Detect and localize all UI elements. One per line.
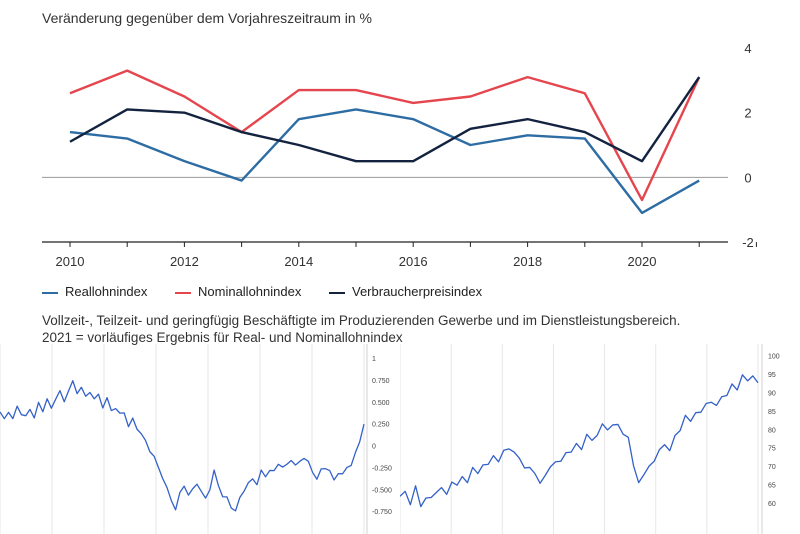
y-tick-label: -0.250 <box>372 465 392 472</box>
legend-item-reallohnindex: Reallohnindex <box>42 284 147 299</box>
chart-subtitle: Veränderung gegenüber dem Vorjahreszeitr… <box>42 10 372 26</box>
y-tick-label: 75 <box>768 446 776 453</box>
y-tick-label: 0 <box>372 444 376 451</box>
footnote-1: Vollzeit-, Teilzeit- und geringfügig Bes… <box>42 313 681 328</box>
legend-label: Reallohnindex <box>65 284 148 299</box>
legend-label: Nominallohnindex <box>198 284 302 299</box>
x-tick-label: 2010 <box>56 254 85 269</box>
y-tick-label: 0.500 <box>372 400 390 407</box>
y-tick-label: 95 <box>768 372 776 379</box>
y-tick-label: 0 <box>744 170 751 185</box>
y-tick-label: 65 <box>768 483 776 490</box>
y-tick-label: 4 <box>744 41 751 56</box>
y-tick-label: 60 <box>768 501 776 508</box>
footnote-2: 2021 = vorläufiges Ergebnis für Real- un… <box>42 330 403 345</box>
price-line <box>400 374 759 508</box>
y-tick-label: 85 <box>768 409 776 416</box>
y-tick-label: 90 <box>768 391 776 398</box>
y-tick-label: 80 <box>768 427 776 434</box>
y-tick-label: 2 <box>744 106 751 121</box>
legend-item-verbraucherpreisindex: Verbraucherpreisindex <box>329 284 482 299</box>
x-tick-label: 2020 <box>628 254 657 269</box>
y-tick-label: -2 <box>742 235 754 250</box>
legend-swatch <box>42 291 58 294</box>
main-line-chart: 2010 2012 2014 2016 2018 2020 4 2 0 -2 <box>42 41 757 269</box>
y-tick-label: 100 <box>768 354 780 361</box>
y-tick-label: -0.500 <box>372 487 392 494</box>
y-tick-label: 0.750 <box>372 378 390 385</box>
price-line <box>0 380 365 512</box>
legend-item-nominallohnindex: Nominallohnindex <box>175 284 301 299</box>
y-tick-label: 70 <box>768 464 776 471</box>
y-tick-label: 0.250 <box>372 422 390 429</box>
series-line-verbraucherpreisindex <box>69 76 701 163</box>
y-tick-label: -0.750 <box>372 509 392 516</box>
legend-swatch <box>175 291 191 294</box>
mini-chart-left: 1 0.750 0.500 0.250 0 -0.250 -0.500 -0.750 <box>0 344 392 534</box>
x-tick-label: 2012 <box>170 254 199 269</box>
series-line-nominallohnindex <box>69 69 701 202</box>
x-tick-label: 2018 <box>513 254 542 269</box>
y-tick-label: 1 <box>372 356 376 363</box>
x-tick-label: 2016 <box>399 254 428 269</box>
series-line-reallohnindex <box>69 108 700 215</box>
x-tick-label: 2014 <box>284 254 313 269</box>
mini-chart-right: 100 95 90 85 80 75 70 65 60 <box>400 344 780 534</box>
legend-label: Verbraucherpreisindex <box>352 284 483 299</box>
legend-swatch <box>329 291 345 294</box>
